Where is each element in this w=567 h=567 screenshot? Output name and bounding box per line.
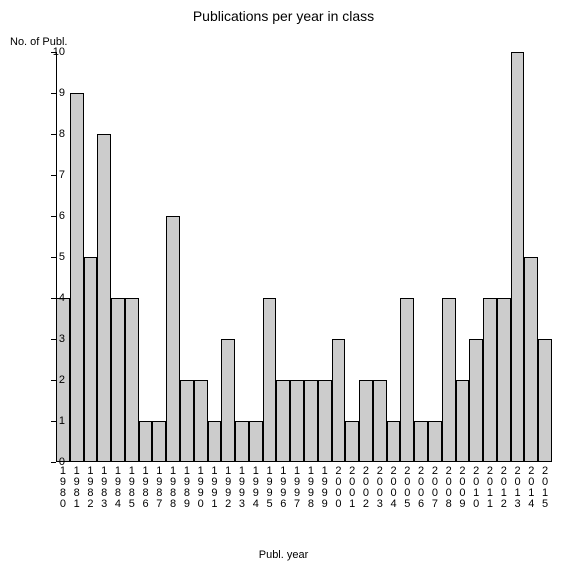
bar [456,380,470,462]
chart-title: Publications per year in class [0,8,567,24]
bar [538,339,552,462]
x-tick-label: 1993 [235,466,249,510]
x-tick-label: 2012 [497,466,511,510]
bar [304,380,318,462]
x-tick-label: 2013 [511,466,525,510]
bar [387,421,401,462]
x-tick-label: 1981 [70,466,84,510]
x-tick-label: 2006 [414,466,428,510]
bar [235,421,249,462]
x-tick-label: 1984 [111,466,125,510]
x-tick-label: 2005 [400,466,414,510]
bar [524,257,538,462]
x-tick-label: 1998 [304,466,318,510]
x-tick-label: 1995 [263,466,277,510]
x-tick-label: 1996 [276,466,290,510]
bar [483,298,497,462]
y-tick-label: 4 [25,293,65,304]
y-tick-label: 10 [25,47,65,58]
x-tick-label: 2007 [428,466,442,510]
x-tick-label: 2014 [524,466,538,510]
bar [263,298,277,462]
bar [97,134,111,462]
y-tick-label: 1 [25,416,65,427]
plot-area [56,52,552,462]
bar [194,380,208,462]
x-tick-label: 2003 [373,466,387,510]
bar [469,339,483,462]
x-tick-labels: 1980198119821983198419851986198719881989… [56,466,552,526]
x-tick-label: 1991 [208,466,222,510]
bar [442,298,456,462]
bar [208,421,222,462]
bar [414,421,428,462]
bar [318,380,332,462]
x-tick-label: 2008 [442,466,456,510]
x-tick-label: 1990 [194,466,208,510]
bar [373,380,387,462]
y-tick-label: 5 [25,252,65,263]
x-tick-label: 2011 [483,466,497,510]
bar [139,421,153,462]
y-tick-label: 9 [25,88,65,99]
bar [221,339,235,462]
x-tick-label: 1986 [139,466,153,510]
x-tick-label: 2009 [456,466,470,510]
bar [166,216,180,462]
x-tick-label: 2001 [345,466,359,510]
bar [152,421,166,462]
x-axis-label: Publ. year [0,549,567,561]
x-tick-label: 2002 [359,466,373,510]
chart-container: Publications per year in class No. of Pu… [0,0,567,567]
bars-group [56,52,552,462]
bar [70,93,84,462]
bar [111,298,125,462]
bar [345,421,359,462]
x-tick-label: 1983 [97,466,111,510]
y-tick-label: 8 [25,129,65,140]
x-tick-label: 1985 [125,466,139,510]
x-tick-label: 1982 [84,466,98,510]
x-tick-label: 1994 [249,466,263,510]
bar [359,380,373,462]
bar [84,257,98,462]
x-tick-label: 2015 [538,466,552,510]
bar [249,421,263,462]
bar [400,298,414,462]
x-tick-label: 1987 [152,466,166,510]
bar [497,298,511,462]
x-tick-label: 1992 [221,466,235,510]
bar [332,339,346,462]
x-tick-label: 2004 [387,466,401,510]
x-tick-label: 1988 [166,466,180,510]
bar [180,380,194,462]
x-tick-label: 2010 [469,466,483,510]
bar [290,380,304,462]
x-tick-label: 1980 [56,466,70,510]
y-tick-label: 6 [25,211,65,222]
bar [511,52,525,462]
x-tick-label: 1997 [290,466,304,510]
x-tick-label: 2000 [332,466,346,510]
x-tick-label: 1989 [180,466,194,510]
bar [428,421,442,462]
y-tick-label: 2 [25,375,65,386]
bar [125,298,139,462]
x-tick-label: 1999 [318,466,332,510]
y-tick-label: 3 [25,334,65,345]
bar [276,380,290,462]
y-tick-label: 7 [25,170,65,181]
